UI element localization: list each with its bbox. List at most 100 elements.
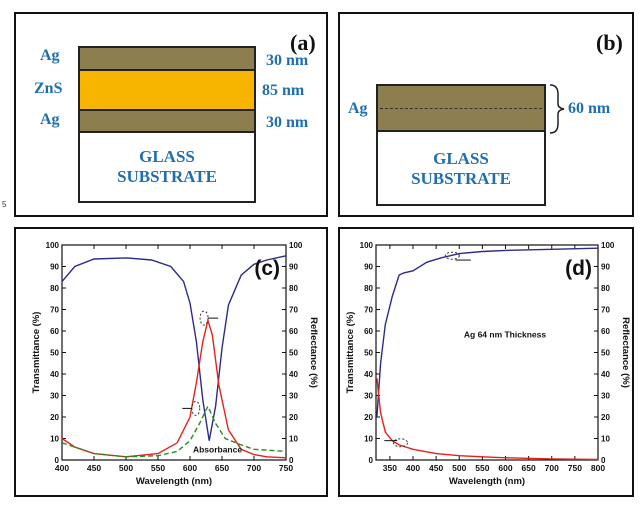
chart-c-y-tick-label: 60 <box>50 327 59 336</box>
chart-d-x-tick-label: 550 <box>475 463 489 473</box>
stray-mark: 5 <box>2 200 7 209</box>
substrate-b-line-1: GLASS <box>433 149 489 168</box>
chart-c-y-tick-label: 0 <box>55 456 60 465</box>
chart-d-x-tick-label: 450 <box>429 463 443 473</box>
chart-c-x-tick-label: 500 <box>119 463 133 473</box>
chart-c-y-tick-label: 100 <box>46 241 60 250</box>
chart-c-y-tick-label: 30 <box>50 392 59 401</box>
chart-d-x-tick-label: 650 <box>522 463 536 473</box>
chart-d-x-tick-label: 800 <box>591 463 605 473</box>
layer-1-thickness: 30 nm <box>266 52 309 69</box>
chart-d-y-tick-label: 50 <box>364 349 373 358</box>
panel-a: (a) GLASS SUBSTRATE Ag ZnS Ag 30 nm 85 n… <box>14 12 328 217</box>
chart-d-y-tick-label: 0 <box>369 456 374 465</box>
glass-substrate-b <box>376 130 546 206</box>
substrate-label: GLASS SUBSTRATE <box>78 147 256 187</box>
chart-d-series-0-line <box>376 247 599 418</box>
chart-c-y2-tick-label: 10 <box>289 435 298 444</box>
chart-d-annotation: Ag 64 nm Thickness <box>464 329 546 339</box>
substrate-label-b: GLASS SUBSTRATE <box>376 149 546 189</box>
chart-c-y-tick-label: 80 <box>50 284 59 293</box>
chart-d-y-tick-label: 40 <box>364 370 373 379</box>
chart-d-y-tick-label: 70 <box>364 306 373 315</box>
chart-c: 400 450 500 550 600 650 700 7500102030405060708… <box>31 241 319 487</box>
panel-a-label: (a) <box>290 30 316 55</box>
chart-c-y-tick-label: 90 <box>50 263 59 272</box>
chart-c-panel-label: (c) <box>254 257 280 280</box>
chart-c-y-tick-label: 50 <box>50 349 59 358</box>
chart-c-y2-tick-label: 50 <box>289 349 298 358</box>
chart-d-y2-tick-label: 10 <box>601 435 610 444</box>
chart-c-series-0-line <box>61 255 287 441</box>
chart-c-y2-axis-title: Reflectance (%) <box>308 317 319 388</box>
chart-c-absorbance-label: Absorbance <box>193 444 242 454</box>
chart-c-x-tick-label: 550 <box>151 463 165 473</box>
chart-d-x-tick-label: 350 <box>383 463 397 473</box>
chart-c-y2-tick-label: 40 <box>289 370 298 379</box>
chart-c-y2-tick-label: 20 <box>289 413 298 422</box>
substrate-line-2: SUBSTRATE <box>117 167 217 186</box>
chart-c-x-tick-label: 400 <box>55 463 69 473</box>
chart-c-x-tick-label: 700 <box>247 463 261 473</box>
chart-c-x-axis-title: Wavelength (nm) <box>136 476 212 487</box>
chart-c-y2-tick-label: 90 <box>289 263 298 272</box>
panel-c: 400 450 500 550 600 650 700 750 0 10 20 30 40 50 60 70 8… <box>14 227 328 497</box>
chart-d-x-tick-label: 400 <box>406 463 420 473</box>
layer-2-material: ZnS <box>34 80 63 97</box>
chart-d-y2-tick-label: 60 <box>601 327 610 336</box>
ag-bottom-layer <box>78 109 256 133</box>
chart-d-y2-tick-label: 50 <box>601 349 610 358</box>
chart-d-y2-tick-label: 0 <box>601 456 606 465</box>
chart-d-y-tick-label: 100 <box>360 241 374 250</box>
chart-d-y-tick-label: 20 <box>364 413 373 422</box>
chart-c-x-tick-label: 750 <box>279 463 293 473</box>
ag-layer-midline <box>380 108 542 109</box>
chart-c-y-tick-label: 20 <box>50 413 59 422</box>
chart-d-series-1-line <box>376 378 599 461</box>
chart-c-y-axis-title: Transmittance (%) <box>31 312 42 394</box>
chart-d-y-tick-label: 30 <box>364 392 373 401</box>
panel-b: (b) GLASS SUBSTRATE Ag 60 nm <box>338 12 634 217</box>
chart-c-plot-frame <box>61 244 287 461</box>
chart-d-y2-tick-label: 90 <box>601 263 610 272</box>
ag-thickness-label: 60 nm <box>568 100 611 117</box>
chart-c-x-tick-label: 450 <box>87 463 101 473</box>
chart-d-x-axis-title: Wavelength (nm) <box>449 476 525 487</box>
chart-c-y2-tick-label: 30 <box>289 392 298 401</box>
chart-c-series-2-line <box>61 404 287 458</box>
chart-d-y-tick-label: 60 <box>364 327 373 336</box>
layer-2-thickness: 85 nm <box>262 82 305 99</box>
chart-d-y2-tick-label: 70 <box>601 306 610 315</box>
layer-3-thickness: 30 nm <box>266 114 309 131</box>
chart-d-y-tick-label: 80 <box>364 284 373 293</box>
chart-d-y-tick-label: 10 <box>364 435 373 444</box>
chart-d-x-tick-label: 700 <box>545 463 559 473</box>
glass-substrate <box>78 131 256 203</box>
chart-c-y-tick-label: 10 <box>50 435 59 444</box>
layer-3-material: Ag <box>40 111 60 128</box>
chart-d-y2-axis-title: Reflectance (%) <box>620 317 631 388</box>
substrate-b-line-2: SUBSTRATE <box>411 169 511 188</box>
chart-d-y2-tick-label: 100 <box>601 241 615 250</box>
ag-top-layer <box>78 46 256 71</box>
chart-c-y2-tick-label: 80 <box>289 284 298 293</box>
chart-c-y2-tick-label: 60 <box>289 327 298 336</box>
chart-d-panel-label: (d) <box>565 257 592 280</box>
zns-layer <box>78 69 256 111</box>
chart-d-x-tick-label: 750 <box>568 463 582 473</box>
substrate-line-1: GLASS <box>139 147 195 166</box>
chart-d-x-tick-label: 500 <box>452 463 466 473</box>
panel-b-label: (b) <box>596 30 623 55</box>
thickness-brace <box>549 84 565 134</box>
chart-c-y2-tick-label: 0 <box>289 456 294 465</box>
chart-c-y-tick-label: 70 <box>50 306 59 315</box>
chart-d-y2-tick-label: 30 <box>601 392 610 401</box>
panel-d: 350 400 450 500 550 600 650 700 750 800 0 10 20 30 40 5… <box>338 227 634 497</box>
layer-1-material: Ag <box>40 47 60 64</box>
chart-d-transmittance-marker <box>444 251 460 260</box>
chart-d-y2-tick-label: 40 <box>601 370 610 379</box>
chart-d-y2-tick-label: 80 <box>601 284 610 293</box>
chart-c-y2-tick-label: 100 <box>289 241 303 250</box>
chart-c-x-tick-label: 650 <box>215 463 229 473</box>
chart-d-y-tick-label: 90 <box>364 263 373 272</box>
